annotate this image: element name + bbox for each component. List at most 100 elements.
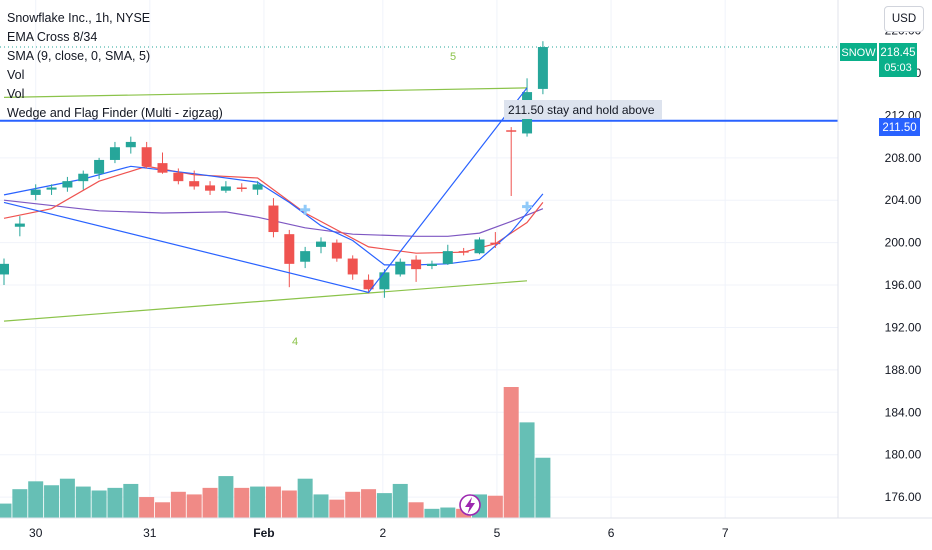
time-tick-label: 2 [379,526,386,540]
candle-body [157,163,168,173]
annotation-text: 211.50 stay and hold above [508,103,655,117]
ema-slow-line [3,199,544,237]
volume-bar [44,485,60,518]
currency-button[interactable]: USD [884,6,924,32]
candle [78,170,89,190]
candle [30,184,41,201]
chart-legend: Snowflake Inc., 1h, NYSE EMA Cross 8/34 … [7,9,223,123]
candle [442,244,453,265]
time-tick-label: Feb [253,526,274,540]
volume-bar [376,493,392,518]
volume-bar [202,487,218,518]
countdown-label: 05:03 [884,62,912,74]
time-tick-label: 6 [608,526,615,540]
candle-body [268,205,279,233]
candle-body [125,141,136,148]
volume-bar [123,483,139,518]
last-price-box [879,43,917,77]
legend-indicator[interactable]: Wedge and Flag Finder (Multi - zigzag) [7,106,223,120]
candle [268,198,279,238]
volume-bar [234,487,250,518]
price-tick-label: 180.00 [885,448,922,462]
candle [537,41,548,95]
volume-bar [361,489,377,518]
legend-indicator[interactable]: Vol [7,68,25,82]
candle [14,216,25,237]
candle-body [379,272,390,290]
candle [94,157,105,180]
price-tick-label: 196.00 [885,278,922,292]
candle-body [252,184,263,190]
candle-body [284,234,295,264]
zigzag-label-bottom: 4 [292,336,298,348]
time-tick-label: 5 [494,526,501,540]
volume-bar [440,507,456,518]
level-label: 211.50 [882,122,916,134]
volume-bar [12,489,28,518]
symbol-label-box [840,43,877,61]
legend-symbol-title[interactable]: Snowflake Inc., 1h, NYSE [7,11,151,25]
candle-body [474,239,485,254]
candle [284,229,295,288]
price-tick-label: 188.00 [885,363,922,377]
volume-bar [487,495,503,518]
candle [411,255,422,282]
lightning-icon[interactable] [459,494,481,516]
candle [395,258,406,277]
candle-body [94,159,105,174]
volume-bar [345,491,361,518]
candle [506,127,517,196]
candle [157,152,168,174]
volume-bar [139,497,155,518]
time-tick-label: 30 [29,526,43,540]
zigzag-label-top: 5 [450,51,456,63]
candle-body [173,172,184,182]
volume-bar [0,503,12,518]
annotation-box[interactable] [504,100,662,119]
candle-body [46,187,57,190]
price-tick-label: 200.00 [885,236,922,250]
wedge-upper-line [3,87,528,98]
volume-bar [503,387,519,518]
candle-body [141,147,152,167]
volume-bar [408,502,424,518]
candle [490,232,501,248]
legend-indicator[interactable]: Vol [7,87,25,101]
candle [189,170,200,190]
last-price-label: 218.45 [880,47,915,59]
volume-bar [218,476,234,518]
candle-body [363,279,374,290]
candle-body [426,263,437,266]
symbol-label: SNOW [841,47,876,59]
price-tick-label: 184.00 [885,405,922,419]
volume-bar [107,487,123,518]
price-scale-panel[interactable] [838,0,932,518]
candle-body [411,259,422,270]
wedge-lower-line [3,280,528,322]
legend-indicator[interactable]: EMA Cross 8/34 [7,30,98,44]
volume-bar [91,490,107,518]
candle-body [331,242,342,259]
candle [46,184,57,195]
candle-body [442,251,453,264]
legend-indicator[interactable]: SMA (9, close, 0, SMA, 5) [7,49,151,63]
volume-bar [186,494,202,518]
candle [300,246,311,269]
candle [316,237,326,254]
zigzag-line [3,87,528,294]
candle-body [189,181,200,187]
candle [0,258,9,286]
candle [220,181,231,193]
candle [379,269,390,298]
volume-bar [155,502,170,518]
candle-body [395,261,406,275]
candle-body [236,187,247,190]
candle [474,237,485,255]
candle [109,141,120,164]
candle-body [458,251,469,253]
price-tick-label: 176.00 [885,490,922,504]
candle-body [14,223,25,227]
candle-body [316,241,326,247]
